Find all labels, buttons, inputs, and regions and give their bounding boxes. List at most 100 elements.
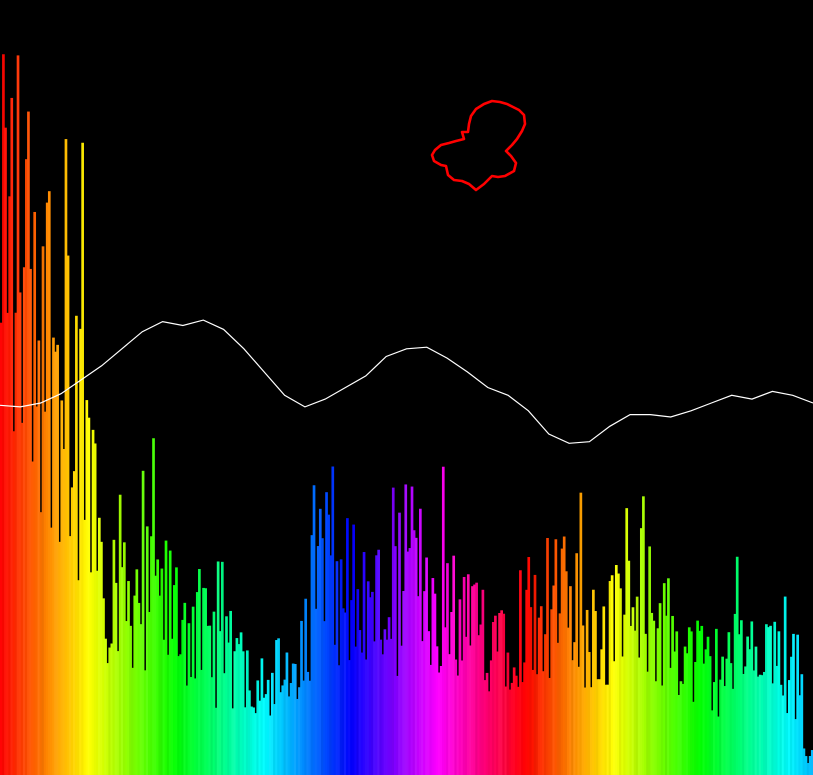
spectrum-bar <box>177 656 180 775</box>
spectrum-bar <box>91 429 95 775</box>
spectrum-bar <box>137 602 141 775</box>
spectrum-bar <box>631 607 635 775</box>
spectrum-bar <box>575 553 579 775</box>
spectrum-bar <box>204 588 207 775</box>
spectrum-bar <box>804 756 808 775</box>
spectrum-bar <box>50 527 53 775</box>
spectrum-bar <box>348 660 351 775</box>
spectrum-bar <box>656 628 660 775</box>
spectrum-bar <box>806 763 810 775</box>
spectrum-bar <box>533 574 537 775</box>
spectrum-bar <box>402 590 406 775</box>
spectrum-bar <box>264 694 268 775</box>
spectrum-bar <box>10 97 14 775</box>
spectrum-bar <box>783 596 787 775</box>
spectrum-bar <box>435 646 439 775</box>
spectrum-bar <box>752 670 756 775</box>
spectrum-bar <box>18 292 22 775</box>
spectrum-bar <box>521 682 524 775</box>
spectrum-bar <box>145 526 149 775</box>
spectrum-bar <box>592 589 595 775</box>
spectrum-bar <box>765 624 768 775</box>
spectrum-bar <box>667 578 670 775</box>
spectrum-bar <box>750 621 754 775</box>
spectrum-bar <box>254 713 257 775</box>
spectrum-bar <box>608 581 612 775</box>
spectrum-bar <box>729 663 733 775</box>
spectrum-bar <box>489 660 493 775</box>
spectrum-bar <box>606 684 610 775</box>
spectrum-bar <box>379 639 383 775</box>
spectrum-bar <box>143 670 147 775</box>
spectrum-bar <box>346 518 349 775</box>
spectrum-bar <box>185 685 189 775</box>
spectrum-bar <box>671 615 674 775</box>
spectrum-bar <box>627 560 631 775</box>
spectrum-bar <box>796 634 799 775</box>
spectrum-bar <box>133 595 137 775</box>
spectrum-bar <box>68 536 72 775</box>
spectrum-bar <box>22 267 26 775</box>
spectrum-bar <box>114 582 118 775</box>
spectrum-bar <box>483 680 487 775</box>
spectrum-bar <box>350 600 353 775</box>
spectrum-bar <box>437 672 441 775</box>
spectrum-bar <box>54 351 57 775</box>
spectrum-bar <box>679 681 683 775</box>
spectrum-bar <box>441 466 445 775</box>
spectrum-bar <box>431 578 435 775</box>
spectrum-bar <box>275 640 278 775</box>
spectrum-bar <box>241 651 245 775</box>
spectrum-bar <box>531 669 535 775</box>
spectrum-bar <box>400 645 403 775</box>
spectrum-bar <box>777 631 781 775</box>
spectrum-bar <box>602 606 606 775</box>
spectrum-bar <box>548 677 551 775</box>
spectrum-bar <box>256 680 260 775</box>
spectrum-bar <box>758 674 762 775</box>
spectrum-bar <box>296 698 299 775</box>
spectrum-bar <box>527 557 531 775</box>
spectrum-bar <box>85 400 89 775</box>
spectrum-bar <box>558 613 562 775</box>
spectrum-bar <box>321 538 324 775</box>
spectrum-bar <box>2 54 5 775</box>
spectrum-bar <box>298 687 301 775</box>
spectrum-bar <box>70 487 74 775</box>
spectrum-bar <box>802 748 806 775</box>
spectrum-bar <box>195 592 199 775</box>
spectrum-bar <box>235 638 239 775</box>
spectrum-bar <box>83 519 87 775</box>
spectrum-bar <box>368 597 372 775</box>
spectrum-bar <box>306 671 310 775</box>
spectrum-bar <box>87 417 91 775</box>
spectrum-bar <box>508 689 512 775</box>
spectrum-bar <box>721 656 724 775</box>
spectrum-bar <box>231 708 235 775</box>
spectrum-bar <box>273 704 276 775</box>
spectrum-bar <box>220 561 224 775</box>
spectrum-bar <box>600 649 604 775</box>
spectrum-bar <box>356 589 360 775</box>
spectrum-bar <box>664 615 668 775</box>
spectrum-bar <box>20 422 24 775</box>
spectrum-bar <box>416 596 420 775</box>
spectrum-bar <box>250 706 253 775</box>
spectrum-bar <box>118 494 122 775</box>
spectrum-bar <box>271 672 274 775</box>
spectrum-bar <box>794 719 797 775</box>
spectrum-bar <box>45 202 49 775</box>
spectrum-bar <box>542 671 545 775</box>
spectrum-bar <box>692 701 695 775</box>
spectrum-bar <box>106 663 109 775</box>
spectrum-bar <box>154 575 157 775</box>
spectrum-bar <box>604 684 608 775</box>
spectrum-bar <box>212 611 216 775</box>
spectrum-bar <box>27 111 30 775</box>
spectrum-bar <box>202 587 205 775</box>
spectrum-bar <box>790 656 793 775</box>
spectrum-bar <box>81 142 84 775</box>
spectrum-bar <box>639 528 643 775</box>
spectrum-bar <box>660 685 664 775</box>
